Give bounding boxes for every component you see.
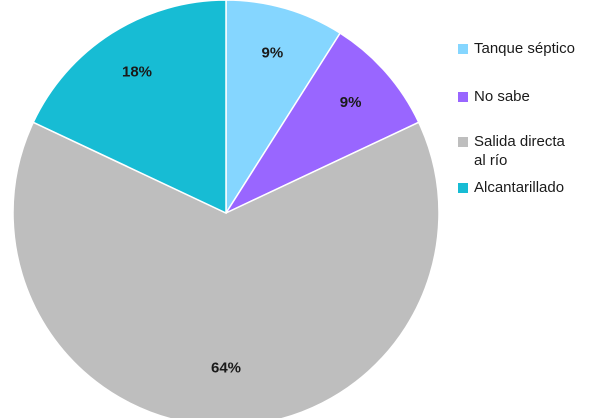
- legend-swatch: [458, 137, 468, 147]
- data-label-no-sabe: 9%: [340, 94, 362, 111]
- pie-slice-alcantarillado: [32, 0, 227, 215]
- legend-swatch: [458, 44, 468, 54]
- legend-item-salida-directa-al-rio: Salida directa al río: [458, 133, 566, 169]
- pie-slices: [12, 0, 440, 418]
- legend-label: Alcantarillado: [474, 179, 564, 196]
- legend-swatch: [458, 92, 468, 102]
- legend-item-no-sabe: No sabe: [458, 88, 530, 105]
- data-label-alcantarillado: 18%: [122, 64, 152, 81]
- data-label-tanque-septico: 9%: [262, 44, 284, 61]
- legend-label: Tanque séptico: [474, 40, 575, 57]
- legend-item-tanque-septico: Tanque séptico: [458, 40, 575, 57]
- pie-slice-tanque-septico: [225, 0, 342, 216]
- legend-label: al río: [474, 152, 507, 169]
- legend-swatch: [458, 183, 468, 193]
- legend-item-alcantarillado: Alcantarillado: [458, 179, 564, 196]
- data-label-salida-directa-al-rio: 64%: [211, 359, 241, 376]
- pie-slice-no-sabe: [223, 32, 420, 215]
- pie-slice-salida-directa-al-rio: [12, 121, 440, 418]
- data-labels: 9% 9% 64% 18%: [122, 44, 361, 376]
- legend-label: Salida directa: [474, 133, 566, 150]
- legend-label: No sabe: [474, 88, 530, 105]
- legend: Tanque séptico No sabe Salida directa al rí…: [458, 40, 575, 196]
